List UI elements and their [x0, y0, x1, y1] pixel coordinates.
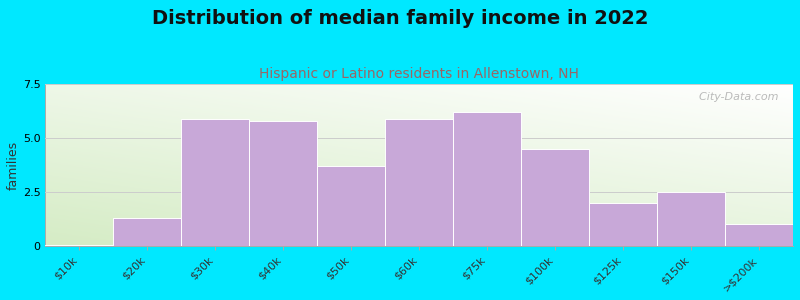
Text: City-Data.com: City-Data.com: [692, 92, 778, 102]
Bar: [453, 112, 521, 246]
Bar: [318, 166, 386, 246]
Bar: [46, 245, 114, 246]
Bar: [657, 192, 725, 246]
Bar: [250, 121, 318, 246]
Bar: [589, 203, 657, 246]
Y-axis label: families: families: [7, 140, 20, 190]
Bar: [114, 218, 182, 246]
Bar: [386, 118, 453, 246]
Text: Distribution of median family income in 2022: Distribution of median family income in …: [152, 9, 648, 28]
Bar: [182, 118, 250, 246]
Bar: [521, 149, 589, 246]
Bar: [725, 224, 793, 246]
Title: Hispanic or Latino residents in Allenstown, NH: Hispanic or Latino residents in Allensto…: [259, 68, 579, 81]
